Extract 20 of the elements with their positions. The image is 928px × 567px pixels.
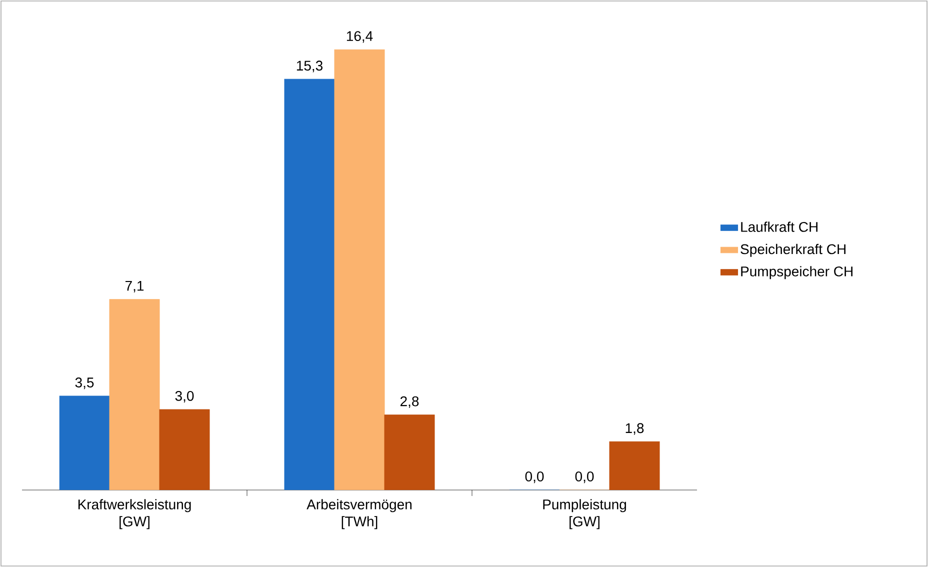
data-label: 0,0 <box>525 472 544 484</box>
data-label: 3,0 <box>175 390 194 403</box>
legend-label: Laufkraft CH <box>741 222 818 232</box>
data-label: 7,1 <box>125 281 144 292</box>
data-label: 1,8 <box>626 423 644 435</box>
bar <box>159 409 210 490</box>
data-label: 15,3 <box>296 60 323 72</box>
legend-label: Pumpspeicher CH <box>741 266 852 280</box>
x-tick-label: Pumpleistung [GW] <box>543 499 626 530</box>
data-label: 2,8 <box>400 396 419 408</box>
x-tick-label: Kraftwerksleistung [GW] <box>78 499 191 530</box>
bar <box>609 441 660 490</box>
x-tick-label: Arbeitsvermögen [TWh] <box>306 499 412 530</box>
data-label: 0,0 <box>575 472 594 484</box>
legend-label: Speicherkraft CH <box>740 244 846 257</box>
bar <box>59 396 110 490</box>
bar <box>284 78 335 490</box>
data-label: 16,4 <box>346 31 373 43</box>
bar <box>384 414 435 490</box>
data-label: 3,5 <box>75 378 94 390</box>
